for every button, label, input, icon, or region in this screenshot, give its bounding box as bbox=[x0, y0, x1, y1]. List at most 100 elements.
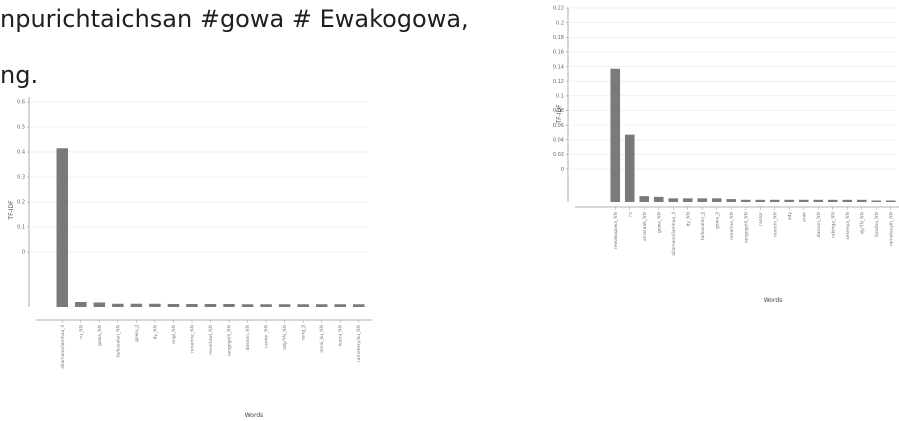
right-category-label: ady bbox=[787, 212, 793, 221]
right-y-tick-label: 0.02 bbox=[553, 152, 564, 158]
right-y-tick-label: 0.22 bbox=[553, 6, 564, 12]
right-y-tick-label: 0.08 bbox=[553, 108, 564, 114]
right-bar bbox=[755, 199, 766, 202]
text-line-2: ng. bbox=[0, 61, 39, 89]
right-bar bbox=[827, 199, 838, 202]
left-category-label: amai_ku_NN bbox=[319, 325, 325, 353]
left-category-label: rantor_NN bbox=[264, 325, 270, 348]
left-y-tick-label: 0.1 bbox=[17, 225, 25, 231]
left-bar bbox=[260, 304, 272, 307]
right-category-label: dy/TN_NN bbox=[859, 212, 865, 234]
left-bar bbox=[204, 304, 217, 307]
left-x-axis-title: Words bbox=[245, 412, 264, 419]
right-category-label: dasnon_NN bbox=[816, 212, 822, 237]
left-category-label: gowa_NN bbox=[97, 325, 103, 346]
right-bar bbox=[668, 198, 679, 202]
left-bar bbox=[130, 303, 143, 307]
left-bar bbox=[223, 304, 235, 307]
right-bar bbox=[813, 199, 824, 202]
left-category-label: ta/kusalen_NN bbox=[115, 325, 121, 357]
left-y-axis-title: TF-IDF bbox=[8, 200, 15, 221]
left-bar bbox=[241, 304, 254, 307]
right-category-label: renerine_NN bbox=[729, 212, 735, 240]
right-bar bbox=[871, 200, 882, 202]
left-y-tick-label: 0.6 bbox=[17, 100, 25, 106]
left-category-label: renerine_NN bbox=[189, 325, 195, 353]
right-category-label: arak bbox=[801, 212, 807, 222]
left-bar bbox=[56, 148, 69, 307]
right-bar bbox=[842, 199, 853, 202]
left-y-tick-label: 0.5 bbox=[17, 125, 25, 131]
left-category-label: rong_JJ bbox=[301, 325, 307, 340]
left-bar bbox=[149, 303, 161, 307]
left-y-tick-label: 0.4 bbox=[17, 150, 25, 156]
right-category-label: ta/kusalen_JJ bbox=[700, 212, 706, 240]
right-bar bbox=[711, 198, 722, 202]
left-category-label: allamano/iamhaa_ll bbox=[60, 325, 66, 369]
right-category-label: la/sobu_NN bbox=[874, 212, 880, 237]
right-category-label: sesenya_NN bbox=[845, 212, 851, 239]
left-bar bbox=[75, 302, 87, 307]
left-bar bbox=[278, 304, 291, 307]
right-bar bbox=[639, 196, 650, 202]
right-bar bbox=[798, 199, 809, 202]
left-bar bbox=[167, 304, 180, 307]
left-category-label: ru_NN bbox=[78, 325, 84, 339]
right-y-tick-label: 0 bbox=[561, 167, 564, 173]
left-bar bbox=[186, 304, 198, 307]
right-category-label: gowa_NN bbox=[656, 212, 662, 233]
left-category-label: dy_NN bbox=[152, 325, 158, 340]
left-bar bbox=[297, 304, 309, 307]
right-category-label: rewakogowa_NN bbox=[613, 212, 619, 249]
left-category-label: reveriawi_NN bbox=[208, 325, 214, 355]
right-category-label: dy_NN bbox=[685, 212, 691, 227]
right-y-tick-label: 0.16 bbox=[553, 50, 564, 56]
left-y-tick-label: 0.2 bbox=[17, 200, 25, 206]
right-bar bbox=[769, 199, 780, 202]
right-y-axis-title: TF-IDF bbox=[556, 104, 563, 125]
right-bar bbox=[856, 199, 867, 202]
left-category-label: gowa_JJ bbox=[134, 325, 140, 342]
right-y-tick-label: 0.1 bbox=[556, 94, 564, 100]
right-y-tick-label: 0.18 bbox=[553, 35, 564, 41]
right-bar bbox=[697, 198, 708, 202]
right-y-tick-label: 0.12 bbox=[553, 79, 564, 85]
right-bar bbox=[726, 199, 737, 202]
right-y-tick-label: 0.2 bbox=[556, 20, 564, 26]
right-category-label: renerin_NN bbox=[772, 212, 778, 237]
right-y-tick-label: 0.14 bbox=[553, 64, 564, 70]
right-category-label: ru bbox=[627, 212, 633, 217]
left-bar bbox=[352, 304, 365, 307]
right-bar bbox=[784, 199, 795, 202]
right-bar bbox=[740, 199, 751, 202]
left-category-label: ongi_NN bbox=[171, 325, 177, 344]
right-category-label: rantor bbox=[758, 212, 764, 226]
right-category-label: allamano/iamhaa_ll bbox=[671, 212, 677, 256]
left-category-label: kuoni_NN bbox=[338, 325, 344, 346]
right-bar bbox=[682, 198, 693, 202]
right-y-tick-label: 0.04 bbox=[553, 137, 564, 143]
left-y-tick-label: 0.3 bbox=[17, 175, 25, 181]
right-bar bbox=[610, 68, 621, 202]
right-category-label: rakinga_NN bbox=[830, 212, 836, 238]
right-category-label: rametesyih_NN bbox=[888, 212, 894, 246]
left-category-label: rangogolli_NN bbox=[227, 325, 233, 356]
right-bar bbox=[624, 134, 635, 202]
right-category-label: amaraab_NN bbox=[642, 212, 648, 241]
left-bar bbox=[315, 304, 328, 307]
right-category-label: rangogolli_NN bbox=[743, 212, 749, 243]
left-y-tick-label: 0 bbox=[22, 250, 25, 256]
right-bar bbox=[653, 196, 664, 202]
left-category-label: ady/YN_NN bbox=[282, 325, 288, 350]
left-bar bbox=[93, 302, 106, 307]
right-x-axis-title: Words bbox=[764, 297, 783, 304]
right-bar bbox=[885, 200, 896, 202]
right-y-tick-label: 0.06 bbox=[553, 123, 564, 129]
text-line-1: npurichtaichsan #gowa # Ewakogowa, bbox=[0, 5, 469, 33]
left-bar bbox=[334, 304, 346, 307]
left-bar bbox=[112, 303, 124, 307]
left-category-label: dasnon_NN bbox=[245, 325, 251, 350]
left-category-label: rametesy/ku_NN bbox=[356, 325, 362, 362]
